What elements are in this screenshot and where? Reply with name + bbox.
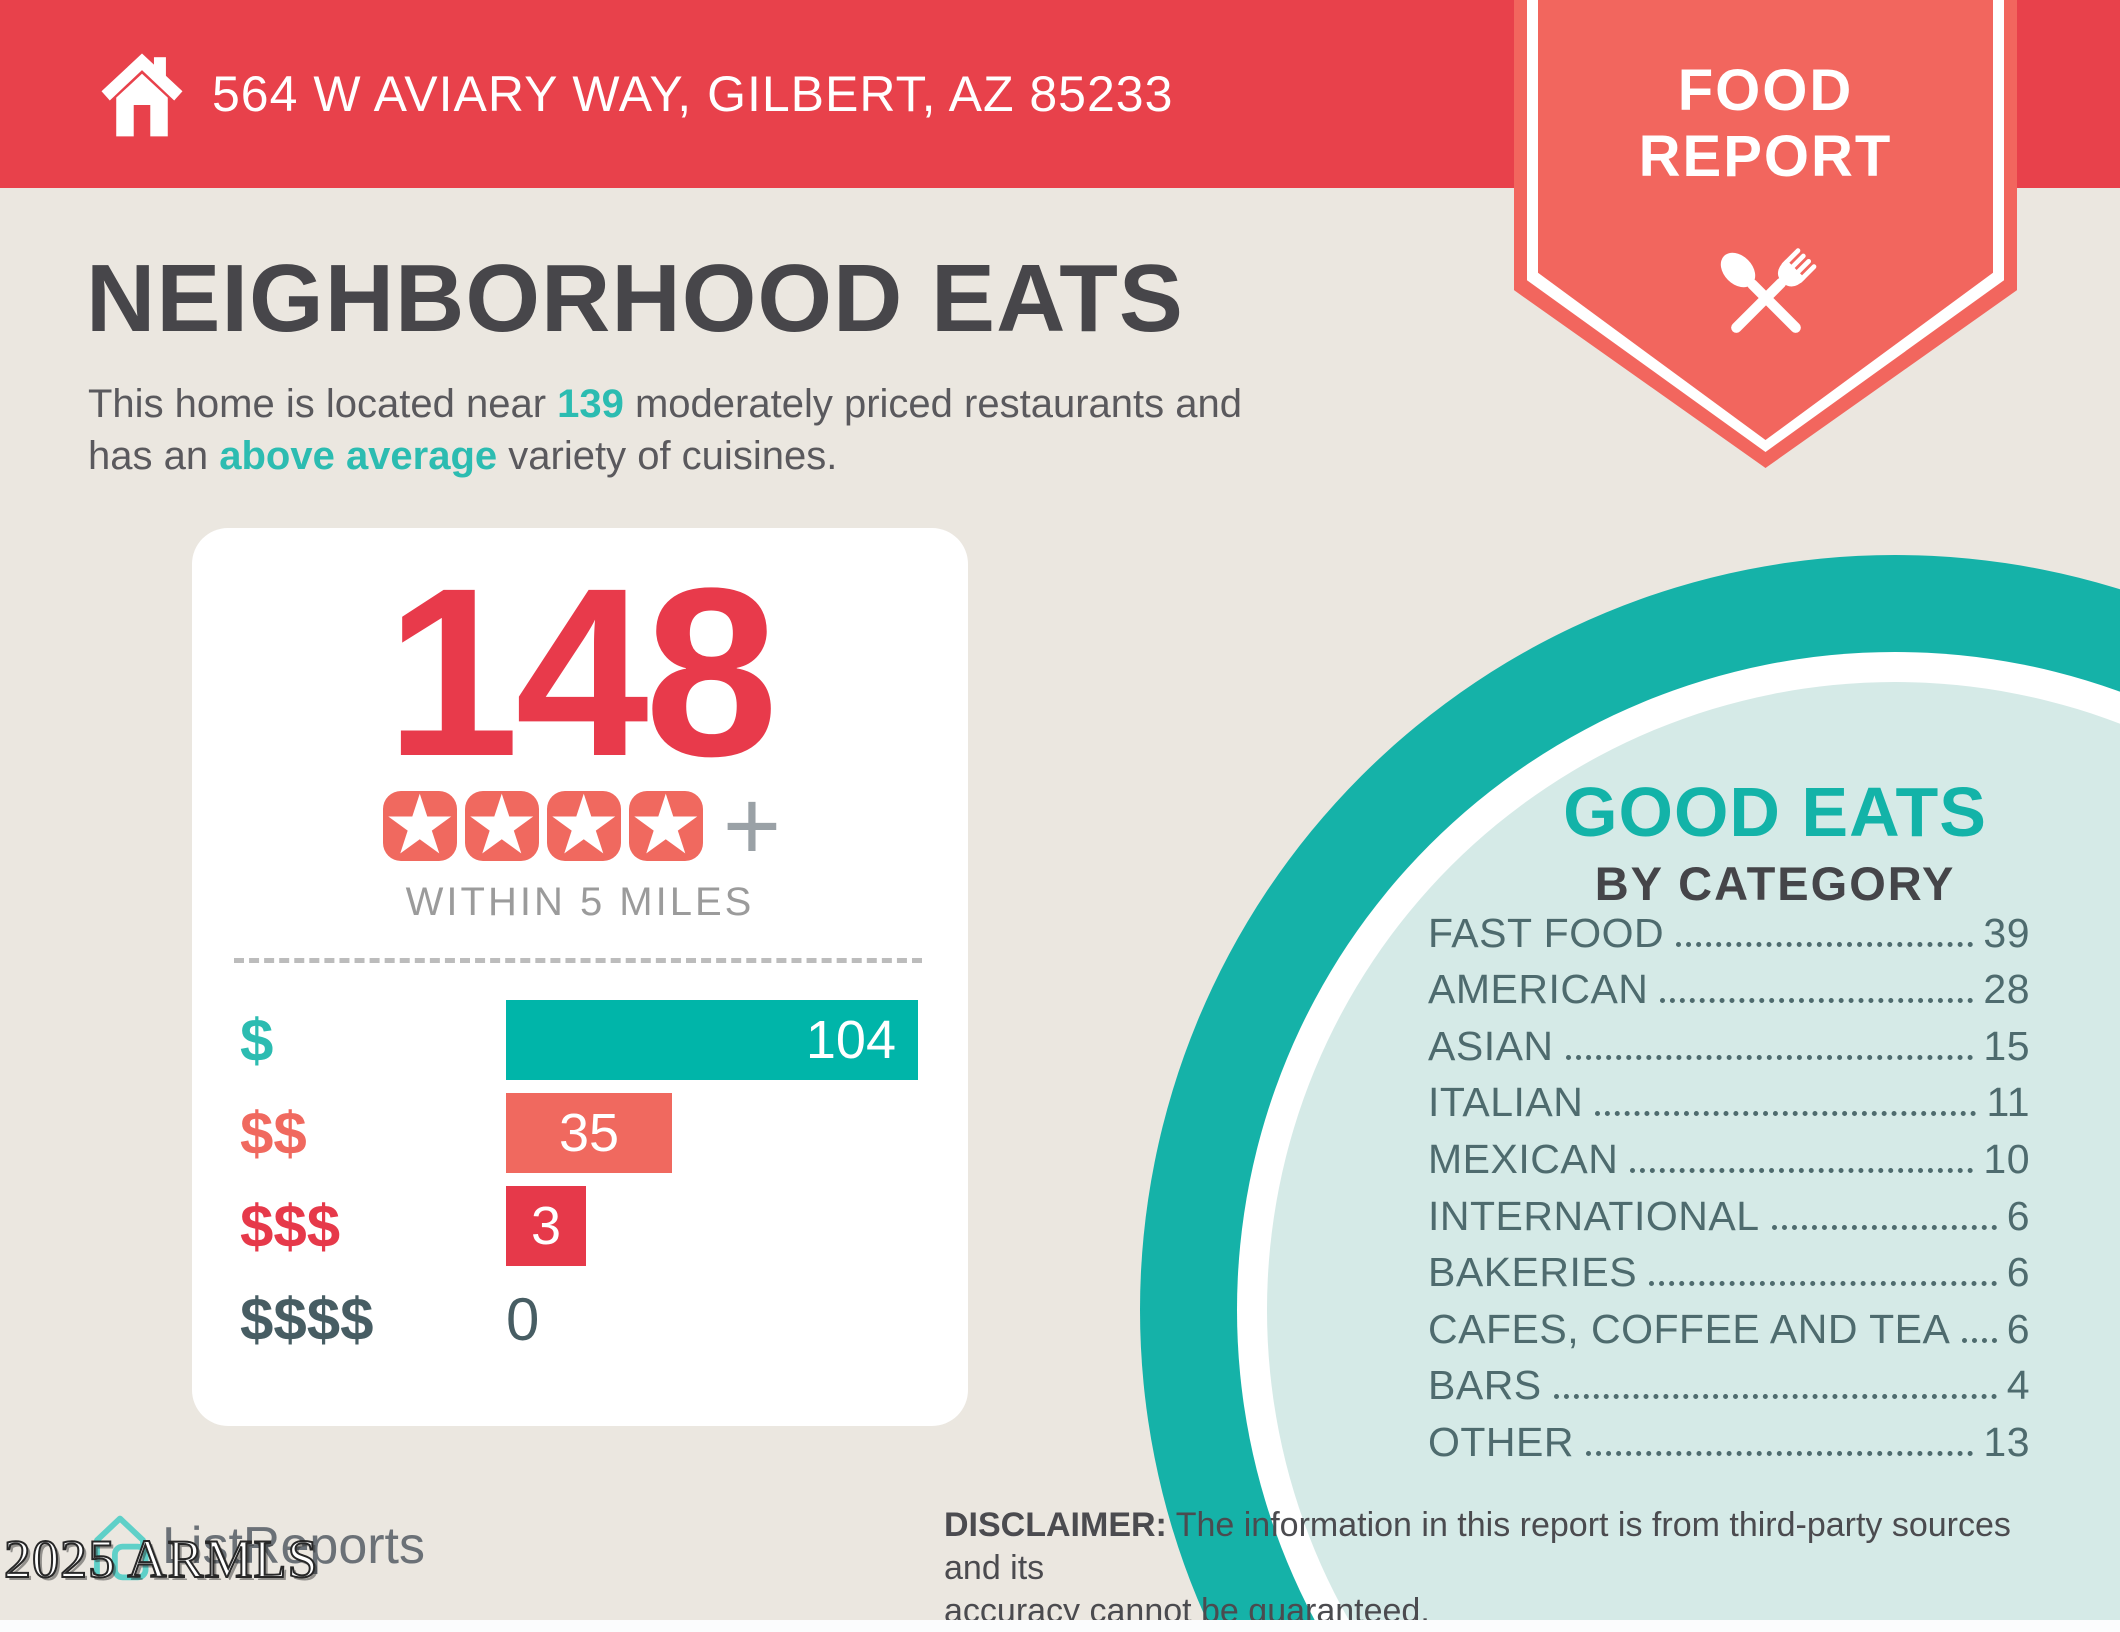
listreports-logo: ListReports <box>88 1506 425 1586</box>
price-tier-label: $$ <box>240 1099 307 1167</box>
dot-leader <box>1565 1054 1974 1060</box>
good-eats-subtitle: BY CATEGORY <box>1594 857 1956 910</box>
bar-value: 35 <box>558 1103 620 1163</box>
bar-row-1dollar: $ 104 <box>240 1000 940 1080</box>
category-value: 39 <box>1983 909 2030 956</box>
bar-row-3dollar: $$$ 3 <box>240 1186 940 1266</box>
intro-line2-post: variety of cuisines. <box>497 434 838 478</box>
radius-label: WITHIN 5 MILES <box>405 880 755 924</box>
star-icon: ★ <box>546 791 621 861</box>
armls-watermark: 2025 ARMLS <box>3 1528 319 1590</box>
list-item: BARS 4 <box>1428 1359 2030 1416</box>
page-title: NEIGHBORHOOD EATS <box>86 245 1184 352</box>
category-label: OTHER <box>1428 1418 1574 1465</box>
category-label: FAST FOOD <box>1428 909 1665 956</box>
price-bar-chart: $ 104 $$ 35 $$$ 3 $$$$ 0 <box>240 1000 940 1372</box>
food-report-ribbon: FOOD REPORT <box>1514 0 2017 468</box>
list-item: INTERNATIONAL 6 <box>1428 1189 2030 1246</box>
category-value: 4 <box>2006 1362 2030 1409</box>
category-label: CAFES, COFFEE AND TEA <box>1428 1305 1951 1352</box>
variety-rating: above average <box>219 434 498 478</box>
category-value: 15 <box>1983 1022 2030 1069</box>
star-icon: ★ <box>382 791 457 861</box>
dot-leader <box>1649 1281 1997 1287</box>
list-item: ITALIAN 11 <box>1428 1076 2030 1133</box>
ribbon-title: FOOD REPORT <box>1514 58 2017 190</box>
bar-value: 3 <box>530 1196 562 1256</box>
disclaimer-label: DISCLAIMER: <box>944 1506 1167 1544</box>
intro-line2-pre: has an <box>88 434 220 478</box>
category-label: BAKERIES <box>1428 1249 1638 1296</box>
dot-leader <box>1586 1450 1974 1456</box>
dot-leader <box>1962 1337 1997 1343</box>
category-value: 10 <box>1983 1135 2030 1182</box>
category-value: 11 <box>1986 1079 2030 1126</box>
category-label: ITALIAN <box>1428 1079 1584 1126</box>
dot-leader <box>1553 1394 1997 1400</box>
bar-value: 104 <box>805 1010 896 1070</box>
listreports-house-icon <box>94 1515 149 1581</box>
good-eats-title: GOOD EATS <box>1563 773 1987 851</box>
disclaimer: DISCLAIMER: The information in this repo… <box>944 1504 2064 1632</box>
disclaimer-line1: DISCLAIMER: The information in this repo… <box>944 1504 2064 1590</box>
dot-leader <box>1595 1111 1977 1117</box>
ribbon-line1: FOOD <box>1677 58 1854 123</box>
category-value: 6 <box>2006 1249 2030 1296</box>
category-label: BARS <box>1428 1362 1542 1409</box>
dot-leader <box>1660 998 1974 1004</box>
list-item: ASIAN 15 <box>1428 1019 2030 1076</box>
list-item: OTHER 13 <box>1428 1415 2030 1472</box>
intro-line1-pre: This home is located near <box>88 382 558 426</box>
good-eats-list: FAST FOOD 39 AMERICAN 28 ASIAN 15 ITALIAN 11… <box>1428 906 2030 1472</box>
star-icon: ★ <box>628 791 703 861</box>
category-value: 13 <box>1983 1418 2030 1465</box>
ribbon-line2: REPORT <box>1638 124 1893 189</box>
dot-leader <box>1630 1167 1974 1173</box>
dot-leader <box>1676 941 1974 947</box>
category-label: MEXICAN <box>1428 1135 1619 1182</box>
category-value: 28 <box>1983 966 2030 1013</box>
summary-card: 148 ★ ★ ★ ★ + WITHIN 5 MILES $ 104 $$ 35 <box>192 528 968 1426</box>
intro-text: This home is located near 139 moderately… <box>88 378 1242 482</box>
bar-row-4dollar: $$$$ 0 <box>240 1279 940 1359</box>
dashed-divider <box>234 958 922 963</box>
category-label: ASIAN <box>1428 1022 1554 1069</box>
intro-line2: has an above average variety of cuisines… <box>88 430 1242 482</box>
category-value: 6 <box>2006 1305 2030 1352</box>
home-icon <box>101 53 183 137</box>
intro-line1: This home is located near 139 moderately… <box>88 378 1242 430</box>
bar-3dollar: 3 <box>506 1186 586 1266</box>
bottom-strip <box>0 1620 2120 1632</box>
bar-row-2dollar: $$ 35 <box>240 1093 940 1173</box>
listreports-wordmark: ListReports <box>162 1517 425 1575</box>
bar-value: 0 <box>506 1285 540 1353</box>
dot-leader <box>1771 1224 1997 1230</box>
star-icon: ★ <box>464 791 539 861</box>
total-restaurants: 148 <box>385 538 778 806</box>
category-label: AMERICAN <box>1428 966 1649 1013</box>
list-item: BAKERIES 6 <box>1428 1246 2030 1303</box>
intro-line1-post: moderately priced restaurants and <box>623 382 1242 426</box>
price-tier-label: $$$ <box>240 1192 341 1260</box>
category-label: INTERNATIONAL <box>1428 1192 1760 1239</box>
list-item: AMERICAN 28 <box>1428 963 2030 1020</box>
restaurant-count: 139 <box>557 382 624 426</box>
bar-2dollar: 35 <box>506 1093 672 1173</box>
bar-1dollar: 104 <box>506 1000 918 1080</box>
spoon-fork-icon <box>1720 248 1817 333</box>
price-tier-label: $ <box>240 1006 274 1074</box>
star-rating: ★ ★ ★ ★ + <box>192 770 968 882</box>
plus-icon: + <box>722 770 782 882</box>
list-item: CAFES, COFFEE AND TEA 6 <box>1428 1302 2030 1359</box>
list-item: MEXICAN 10 <box>1428 1132 2030 1189</box>
property-address: 564 W AVIARY WAY, GILBERT, AZ 85233 <box>212 66 1174 122</box>
category-value: 6 <box>2006 1192 2030 1239</box>
list-item: FAST FOOD 39 <box>1428 906 2030 963</box>
price-tier-label: $$$$ <box>240 1285 374 1353</box>
disclaimer-text1: The information in this report is from t… <box>944 1506 2011 1587</box>
